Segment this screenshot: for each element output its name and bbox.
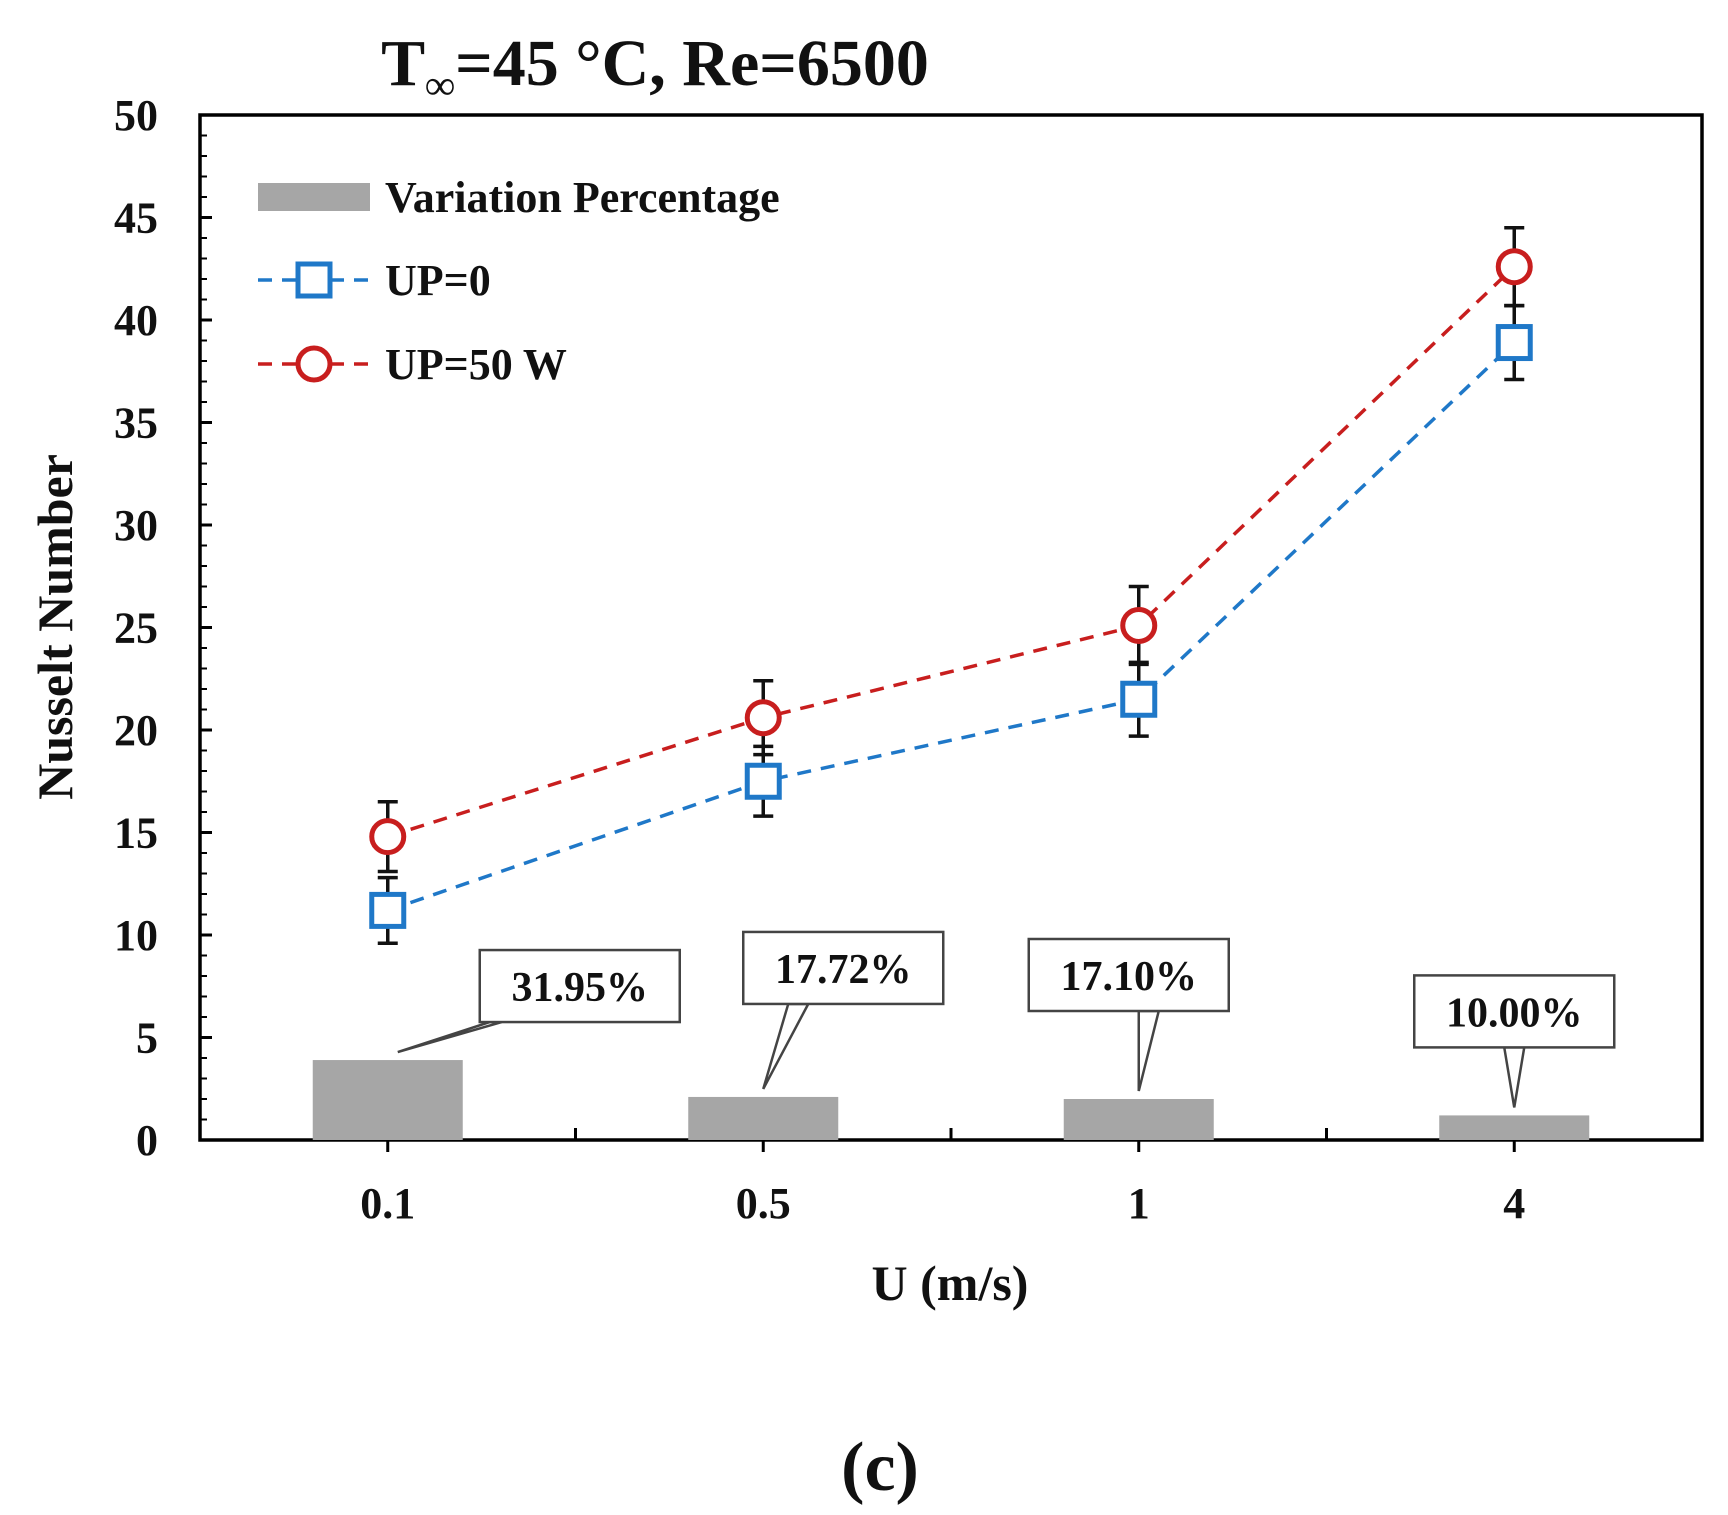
variation-bar	[688, 1096, 839, 1140]
data-point	[744, 762, 782, 800]
x-axis: 0.1 0.5 1 4	[360, 1128, 1525, 1228]
y-tick-label: 0	[136, 1116, 158, 1165]
y-tick-label: 30	[114, 501, 158, 550]
variation-bar	[1439, 1115, 1590, 1140]
legend-bar-swatch	[258, 183, 370, 211]
legend: Variation Percentage UP=0 UP=50 W	[258, 173, 780, 389]
y-tick-label: 15	[114, 809, 158, 858]
variation-bar	[1063, 1099, 1214, 1140]
legend-marker	[295, 345, 333, 383]
x-tick-label: 4	[1503, 1179, 1525, 1228]
callout-box	[742, 930, 945, 1006]
legend-marker	[295, 261, 333, 299]
data-point	[744, 699, 782, 737]
y-tick-label: 25	[114, 604, 158, 653]
y-tick-label: 10	[114, 911, 158, 960]
data-point	[1495, 248, 1533, 286]
legend-label: UP=50 W	[385, 340, 567, 389]
callout-box	[1413, 974, 1616, 1049]
x-tick-label: 0.5	[736, 1179, 791, 1228]
callout-labels: 31.95% 17.72% 17.10% 10.00%	[397, 930, 1616, 1108]
data-point	[1120, 606, 1158, 644]
data-point	[1120, 680, 1158, 718]
bar-series	[312, 1060, 1590, 1140]
y-tick-label: 40	[114, 296, 158, 345]
y-axis-title: Nusselt Number	[27, 454, 83, 800]
figure-caption: (c)	[841, 1429, 919, 1506]
y-tick-label: 5	[136, 1014, 158, 1063]
y-tick-label: 45	[114, 194, 158, 243]
data-point	[1495, 324, 1533, 362]
callout-pointer	[1137, 1009, 1161, 1092]
data-label: 31.95%	[512, 965, 649, 1011]
legend-label: Variation Percentage	[385, 173, 780, 222]
callout-pointer	[1502, 1046, 1526, 1108]
x-tick-label: 0.1	[360, 1179, 415, 1228]
variation-bar	[312, 1060, 463, 1140]
callout-box	[1027, 937, 1230, 1013]
callout-box	[478, 948, 681, 1024]
data-label: 17.10%	[1061, 954, 1198, 1000]
y-tick-label: 20	[114, 706, 158, 755]
data-label: 10.00%	[1446, 990, 1583, 1036]
line-series	[369, 226, 1533, 945]
series-line	[387, 341, 1516, 913]
y-axis: 0 5 10 15 20 25 30 35 40 45 50	[114, 91, 212, 1165]
callout-pointer	[762, 1002, 811, 1090]
data-label: 17.72%	[775, 947, 912, 993]
x-axis-title: U (m/s)	[872, 1255, 1029, 1311]
x-tick-label: 1	[1128, 1179, 1150, 1228]
data-point	[369, 818, 407, 856]
y-tick-label: 35	[114, 399, 158, 448]
callout-pointer	[397, 1020, 503, 1054]
y-tick-label: 50	[114, 91, 158, 140]
series-line	[387, 265, 1516, 839]
chart-title: T∞=45 °C, Re=6500	[381, 27, 929, 109]
title-prefix: T	[381, 27, 425, 100]
title-suffix: =45 °C, Re=6500	[455, 27, 929, 100]
legend-label: UP=0	[385, 256, 491, 305]
title-subscript: ∞	[425, 63, 455, 109]
data-point	[369, 891, 407, 929]
